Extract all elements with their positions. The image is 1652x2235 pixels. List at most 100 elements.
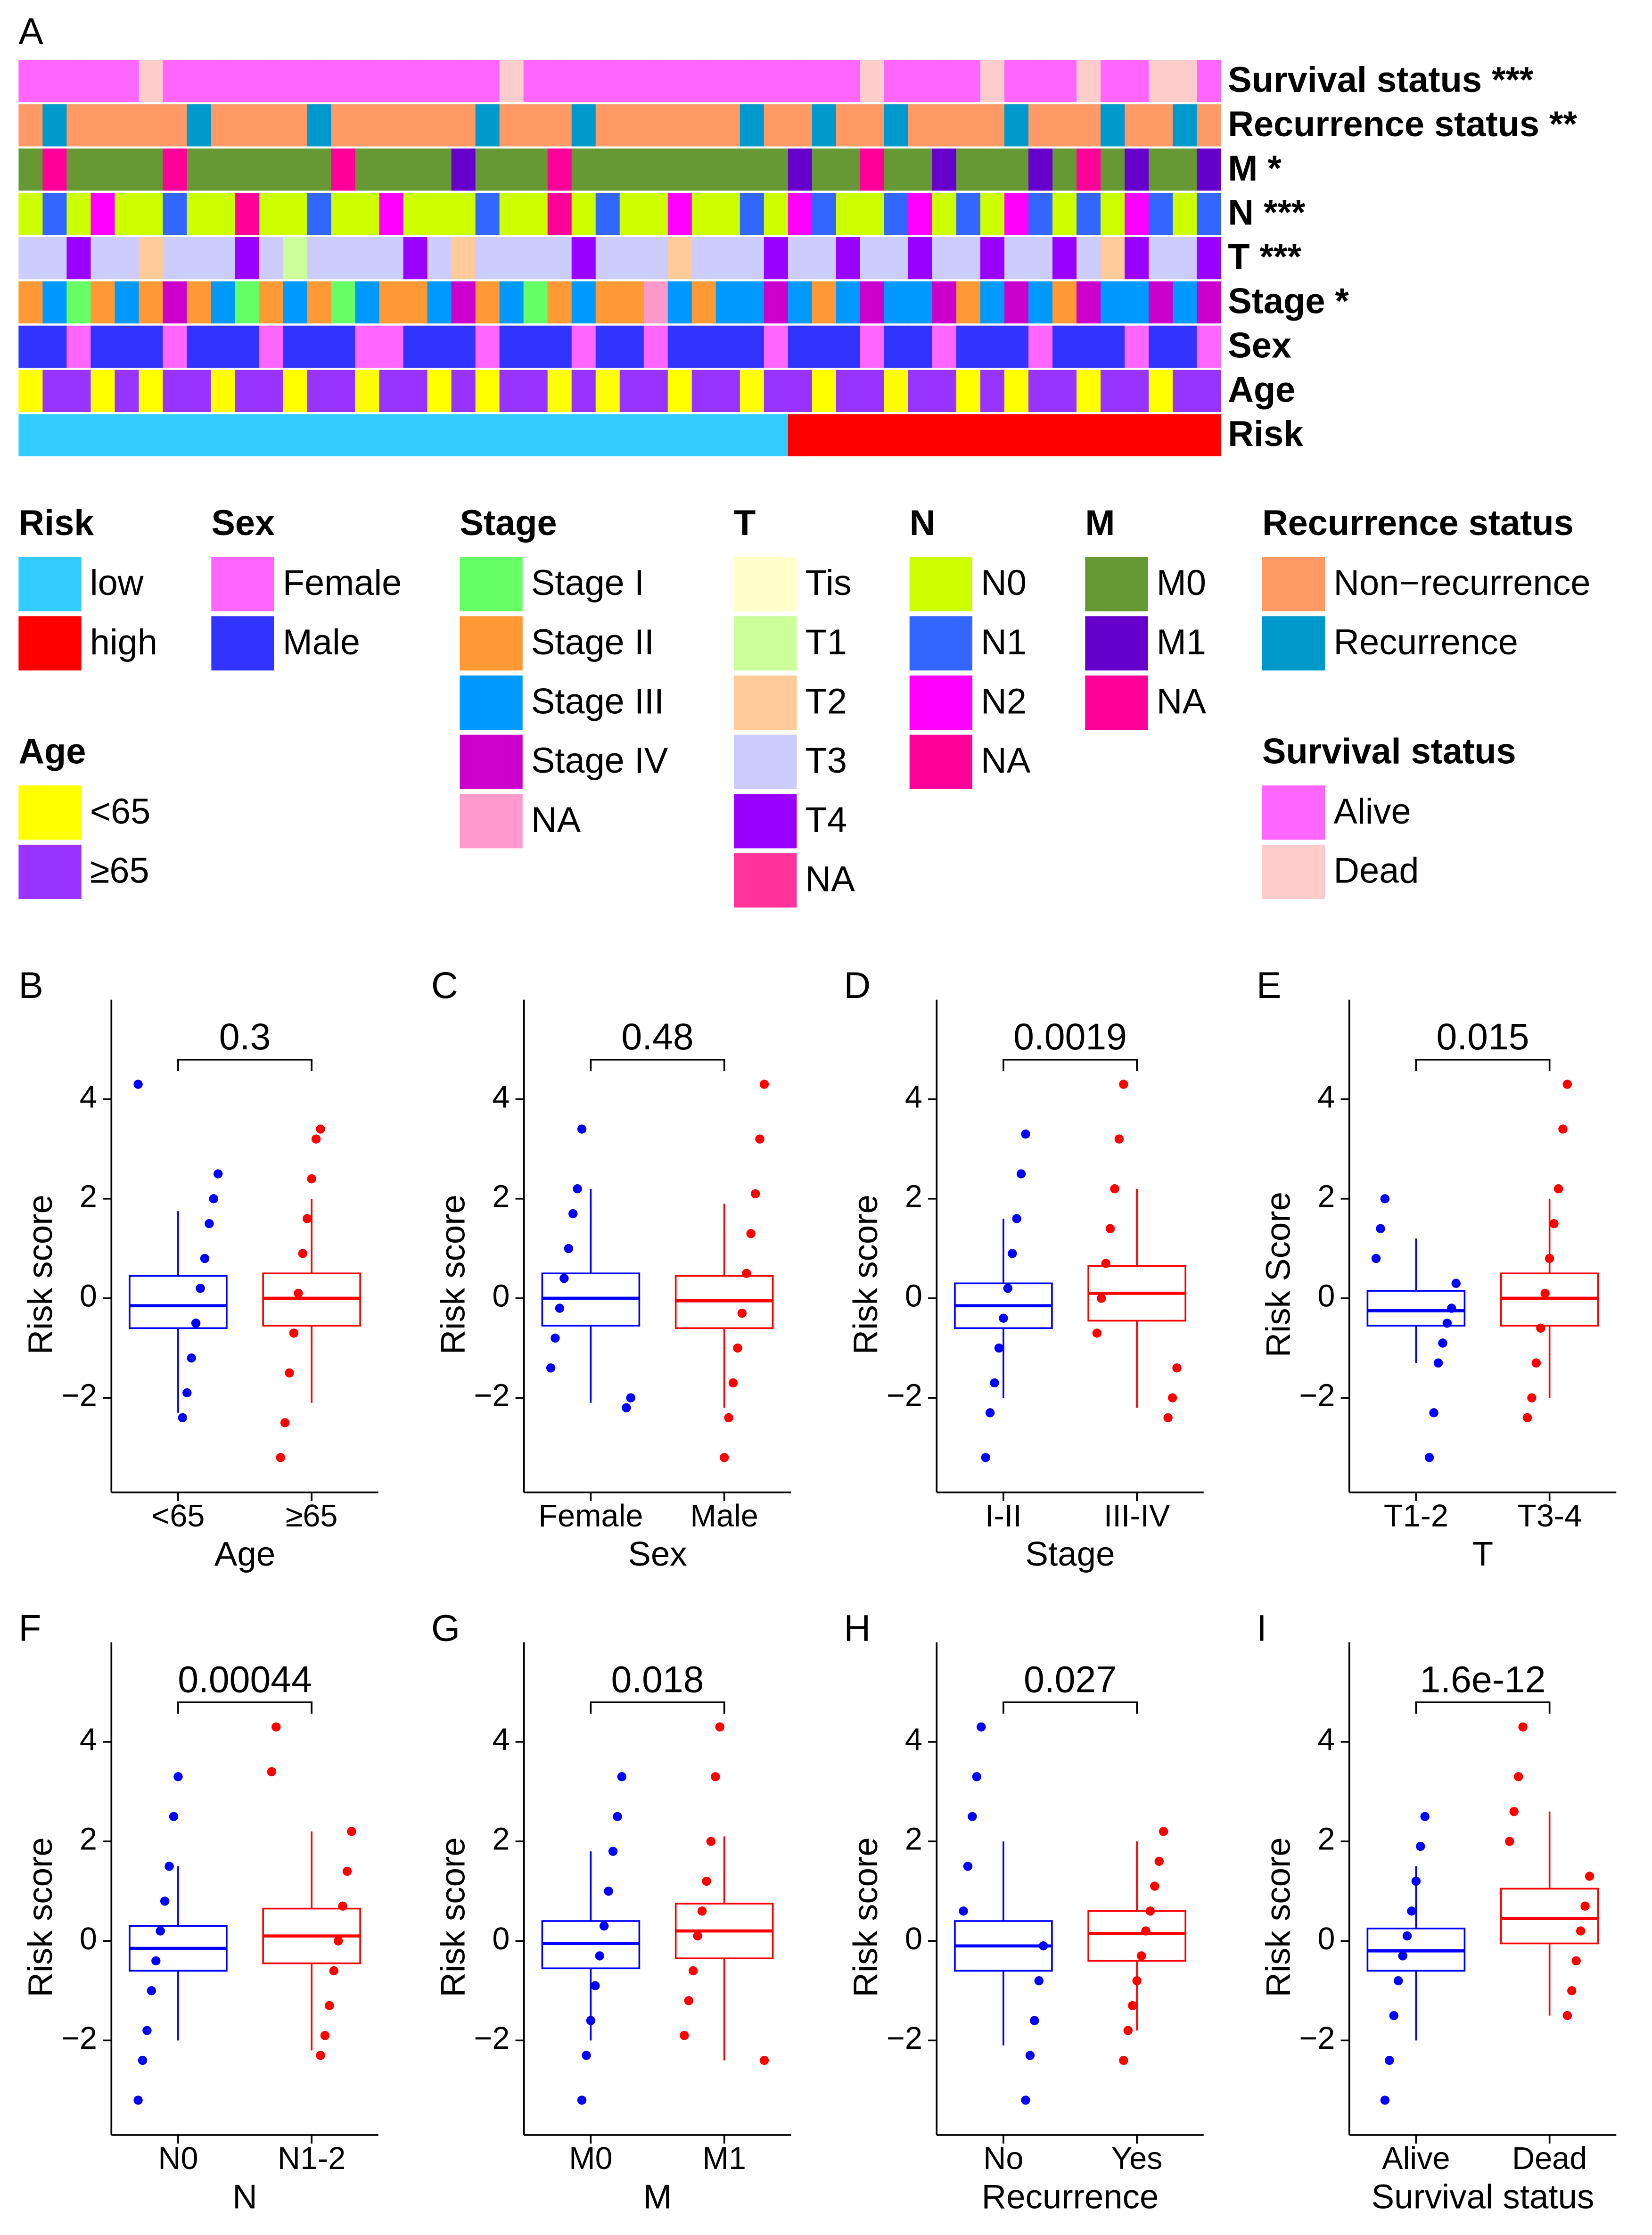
legend-swatch [1262,844,1325,899]
heatmap-cell [836,281,861,324]
heatmap-cell [1149,60,1174,102]
heatmap-cell [980,281,1005,324]
data-point [1522,1413,1532,1423]
heatmap-cell [115,148,140,191]
heatmap-cell [643,414,668,456]
heatmap-cell [1149,281,1174,324]
heatmap-cell [523,237,548,280]
data-point [595,1951,604,1961]
heatmap-cell [331,325,356,368]
heatmap-cell [740,148,764,191]
heatmap-cell [1004,60,1029,102]
data-point [1509,1807,1519,1816]
box [1087,1910,1186,1962]
data-point [1438,1338,1447,1348]
heatmap-cell [331,370,356,412]
heatmap-cell [163,370,188,412]
data-point [1429,1408,1438,1418]
data-point [555,1303,565,1313]
heatmap-cell [956,104,981,147]
heatmap-cell [355,148,380,191]
data-point [1416,1841,1425,1851]
heatmap-cell [1028,281,1053,324]
legend-swatch [211,616,274,671]
heatmap-cell [499,281,524,324]
x-tick-label: T1-2 [1384,1499,1448,1534]
heatmap-cell [211,60,236,102]
heatmap-cell [1077,148,1101,191]
heatmap-cell [643,148,668,191]
data-point [1016,1169,1026,1179]
significance-bracket [1003,1058,1138,1072]
data-point [968,1812,977,1821]
data-point [715,1722,724,1732]
data-point [1145,1906,1155,1916]
data-point [1008,1249,1017,1258]
legend-swatch [909,616,973,671]
heatmap-cell [956,414,981,456]
heatmap-cell [1125,325,1149,368]
data-point [1394,1976,1403,1986]
heatmap-cell [908,414,933,456]
legend-swatch [460,557,523,611]
heatmap-cell [66,192,91,235]
panel-label: E [1257,965,1282,1006]
heatmap-cell [379,60,404,102]
data-point [702,1876,711,1886]
heatmap-cell [259,60,284,102]
legend-swatch [18,616,82,671]
heatmap-cell [90,104,115,147]
heatmap-cell [18,281,43,324]
legend-label: Non−recurrence [1333,563,1590,603]
heatmap-cell [187,192,212,235]
y-axis-label: Risk score [21,1837,59,1997]
heatmap-cell [403,148,428,191]
data-point [334,1936,343,1946]
x-tick-label: Yes [1111,2141,1163,2176]
heatmap-cell [908,281,933,324]
y-tick-label: 4 [492,1080,510,1114]
heatmap-cell [66,325,91,368]
data-point [577,1124,587,1134]
heatmap-cell [547,370,572,412]
heatmap-cell [956,281,981,324]
heatmap-cell [163,60,188,102]
heatmap-cell [860,237,885,280]
heatmap-cell [499,104,524,147]
legend-title: Age [18,732,86,772]
heatmap-cell [451,60,476,102]
data-point [1021,1129,1030,1139]
data-point [617,1772,627,1781]
p-value: 0.0019 [1013,1016,1127,1057]
heatmap-cell [90,370,115,412]
heatmap-cell [211,414,236,456]
heatmap-cell [764,414,789,456]
heatmap-cell [643,370,668,412]
data-point [684,1996,693,2005]
heatmap-cell [42,148,67,191]
heatmap-cell [235,414,260,456]
heatmap-cell [379,104,404,147]
data-point [1385,2055,1394,2065]
legend-label: Male [283,622,360,662]
legend-label: low [90,563,144,603]
heatmap-cell [115,370,140,412]
data-point [1407,1906,1416,1916]
data-point [959,1906,968,1916]
legend-label: ≥65 [90,850,149,891]
heatmap-cell [547,281,572,324]
legend-swatch [460,794,523,849]
heatmap-cell [283,60,308,102]
heatmap-cell [571,60,596,102]
heatmap-cell [667,192,692,235]
panel-label: F [18,1607,41,1649]
heatmap-cell [1077,370,1101,412]
data-point [994,1343,1004,1353]
data-point [1420,1812,1430,1821]
heatmap-cell [1197,325,1222,368]
box [1500,1888,1599,1945]
heatmap-cell [980,414,1005,456]
heatmap-cell [1028,104,1053,147]
legend-title: M [1085,503,1115,543]
heatmap-cell [42,192,67,235]
